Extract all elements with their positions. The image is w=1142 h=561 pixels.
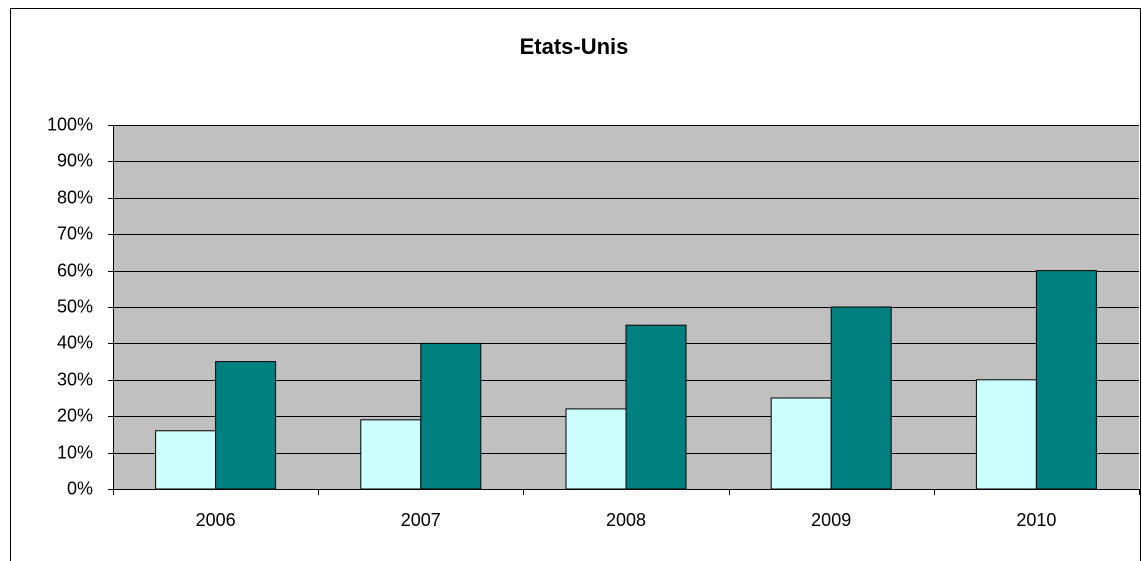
y-tick-label: 10% <box>57 442 93 462</box>
bar <box>1035 270 1097 490</box>
bar <box>360 419 422 490</box>
y-tick-label: 90% <box>57 150 93 170</box>
x-tick-label: 2008 <box>606 510 646 530</box>
x-tick-label: 2010 <box>1016 510 1056 530</box>
y-tick-label: 50% <box>57 296 93 316</box>
y-tick-label: 80% <box>57 187 93 207</box>
x-tick-label: 2007 <box>401 510 441 530</box>
bar <box>625 324 687 490</box>
bar <box>155 430 217 490</box>
bar <box>770 397 832 490</box>
bar <box>975 379 1037 490</box>
y-tick-label: 70% <box>57 223 93 243</box>
y-tick-label: 20% <box>57 405 93 425</box>
x-tick-label: 2009 <box>811 510 851 530</box>
bar <box>830 306 892 490</box>
y-tick-label: 30% <box>57 369 93 389</box>
bar <box>420 342 482 490</box>
y-tick-label: 0% <box>67 478 93 498</box>
bar <box>215 361 277 490</box>
y-tick-label: 60% <box>57 260 93 280</box>
x-tick-label: 2006 <box>196 510 236 530</box>
bar <box>565 408 627 490</box>
y-tick-label: 100% <box>47 114 93 134</box>
y-tick-label: 40% <box>57 332 93 352</box>
chart-title: Etats-Unis <box>520 34 629 59</box>
